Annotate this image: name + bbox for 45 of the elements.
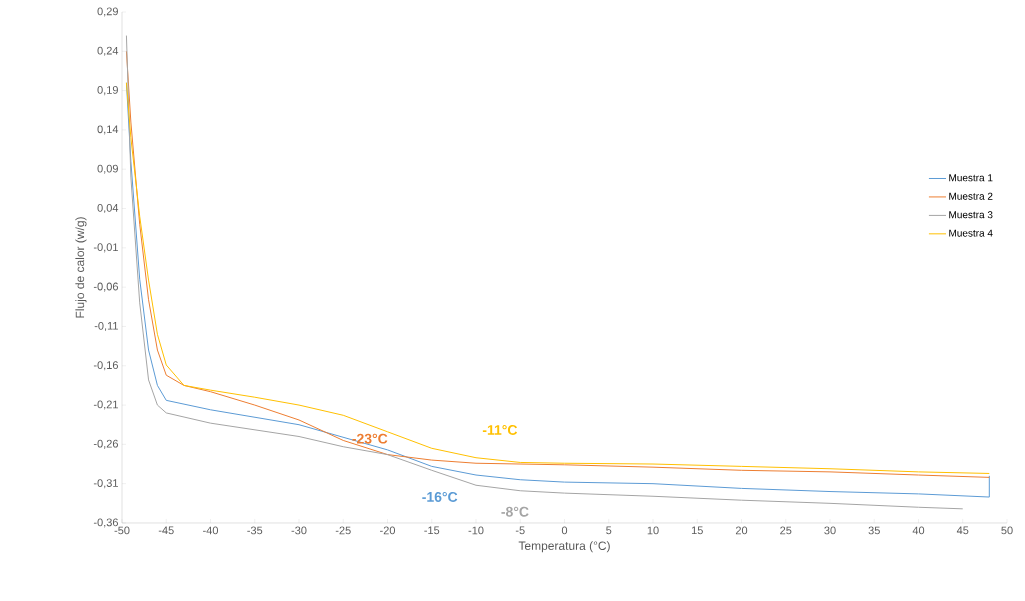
x-tick-label: 25 xyxy=(780,526,792,535)
y-axis-title: Flujo de calor (w/g) xyxy=(75,217,87,318)
x-tick-label: -50 xyxy=(114,526,130,535)
y-tick-label: -0,36 xyxy=(93,518,118,528)
y-tick-label: 0,04 xyxy=(97,203,119,214)
x-tick-label: 15 xyxy=(691,526,703,535)
annotation: -16°C xyxy=(422,491,458,502)
y-tick-label: -0,16 xyxy=(93,361,118,371)
x-tick-label: -35 xyxy=(247,526,263,535)
x-tick-label: -45 xyxy=(158,526,174,535)
y-tick-label: 0,14 xyxy=(97,125,119,135)
x-tick-label: -30 xyxy=(291,526,307,535)
x-tick-label: 35 xyxy=(868,526,880,535)
y-tick-label: 0,29 xyxy=(97,7,118,17)
y-tick-label: -0,01 xyxy=(93,243,118,253)
y-tick-label: -0,26 xyxy=(93,439,118,449)
x-tick-label: 40 xyxy=(912,526,925,535)
x-tick-label: 50 xyxy=(1001,526,1013,535)
x-tick-label: 45 xyxy=(956,526,969,535)
x-tick-label: 5 xyxy=(606,526,612,535)
x-tick-label: -5 xyxy=(515,526,525,535)
x-tick-label: 30 xyxy=(824,526,836,535)
x-tick-label: -40 xyxy=(203,526,219,535)
y-tick-label: 0,24 xyxy=(97,46,119,56)
y-tick-label: 0,19 xyxy=(97,86,118,96)
legend-label: Muestra 1 xyxy=(949,174,993,182)
y-tick-label: -0,11 xyxy=(94,321,118,331)
x-tick-label: -15 xyxy=(424,526,440,535)
legend-label: Muestra 3 xyxy=(949,211,993,219)
y-tick-label: -0,21 xyxy=(93,400,118,410)
legend-label: Muestra 2 xyxy=(949,192,993,200)
x-tick-label: 0 xyxy=(561,526,568,535)
x-tick-label: -10 xyxy=(468,526,484,535)
x-axis-title: Temperatura (°C) xyxy=(518,541,610,553)
x-tick-label: 20 xyxy=(735,526,748,535)
x-tick-label: -25 xyxy=(335,526,351,535)
y-tick-label: 0,09 xyxy=(97,164,118,174)
x-tick-label: 10 xyxy=(647,526,659,535)
y-tick-label: -0,31 xyxy=(93,479,118,489)
y-tick-label: -0,06 xyxy=(93,282,118,292)
annotation: -11°C xyxy=(482,425,518,435)
x-tick-label: -20 xyxy=(380,526,396,535)
annotation: -23°C xyxy=(352,433,388,444)
legend-label: Muestra 4 xyxy=(949,229,993,237)
annotation: -8°C xyxy=(501,506,529,517)
